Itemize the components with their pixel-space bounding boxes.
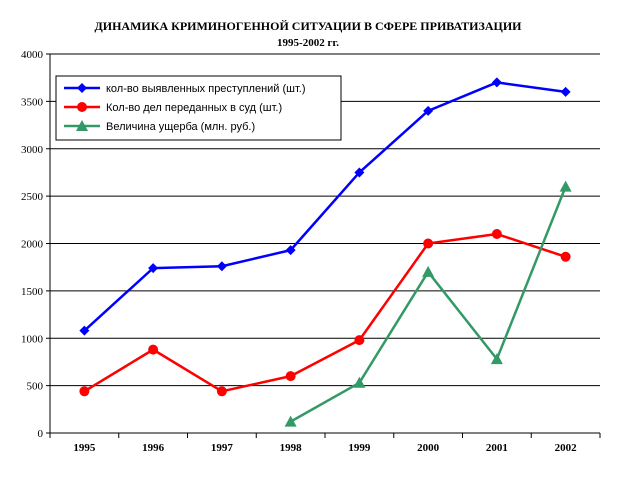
data-point — [285, 245, 296, 256]
data-point — [354, 167, 365, 178]
data-point — [79, 386, 90, 397]
data-point — [216, 261, 227, 272]
data-point — [490, 353, 503, 365]
data-point — [354, 335, 365, 346]
y-tick-label: 2500 — [21, 191, 44, 203]
legend-label: Величина ущерба (млн. руб.) — [106, 121, 255, 133]
y-tick-label: 0 — [38, 428, 44, 440]
x-tick-label: 1999 — [348, 442, 371, 454]
series-layer — [79, 77, 572, 427]
y-tick-label: 4000 — [21, 49, 44, 61]
y-tick-label: 1000 — [21, 333, 44, 345]
data-point — [560, 86, 571, 97]
axes — [46, 53, 601, 438]
x-tick-label: 2001 — [486, 442, 508, 454]
series-1 — [79, 77, 571, 336]
legend-label: Кол-во дел переданных в суд (шт.) — [106, 102, 282, 114]
data-point — [216, 386, 227, 397]
data-point — [491, 229, 502, 240]
data-point — [422, 265, 435, 277]
data-point — [285, 371, 296, 382]
data-point — [491, 77, 502, 88]
legend: кол-во выявленных преступлений (шт.) Кол-… — [55, 75, 342, 141]
data-point — [284, 415, 297, 427]
chart-title: ДИНАМИКА КРИМИНОГЕННОЙ СИТУАЦИИ В СФЕРЕ … — [95, 19, 523, 33]
x-tick-label: 1997 — [211, 442, 234, 454]
data-point — [76, 120, 88, 131]
x-tick-label: 1995 — [73, 442, 96, 454]
data-point — [423, 105, 434, 116]
y-tick-label: 3500 — [21, 96, 44, 108]
series-3 — [284, 180, 572, 427]
y-tick-label: 3000 — [21, 144, 44, 156]
y-tick-label: 2000 — [21, 239, 44, 251]
legend-label: кол-во выявленных преступлений (шт.) — [106, 83, 306, 95]
y-tick-label: 1500 — [21, 286, 44, 298]
y-tick-label: 500 — [27, 381, 44, 393]
x-tick-label: 2000 — [417, 442, 440, 454]
data-point — [423, 238, 434, 249]
legend-item: Кол-во дел переданных в суд (шт.) — [64, 102, 282, 114]
data-point — [559, 180, 572, 192]
y-tick-labels: 0 500 1000 1500 2000 2500 3000 3500 4000 — [21, 49, 44, 440]
x-tick-labels: 1995 1996 1997 1998 1999 2000 2001 2002 — [73, 442, 577, 454]
data-point — [148, 344, 159, 355]
series-line — [83, 81, 566, 332]
data-point — [77, 102, 87, 112]
series-line — [83, 232, 567, 393]
x-tick-label: 1998 — [280, 442, 303, 454]
x-tick-label: 1996 — [142, 442, 165, 454]
x-tick-label: 2002 — [555, 442, 578, 454]
legend-item: Величина ущерба (млн. руб.) — [64, 120, 255, 133]
data-point — [79, 325, 90, 336]
legend-box — [55, 75, 342, 141]
chart-subtitle: 1995-2002 гг. — [277, 37, 339, 49]
series-2 — [79, 229, 571, 397]
data-point — [353, 376, 366, 388]
series-line — [290, 186, 567, 423]
data-point — [148, 263, 159, 274]
legend-item: кол-во выявленных преступлений (шт.) — [64, 83, 306, 95]
data-point — [560, 251, 571, 262]
data-point — [77, 83, 87, 93]
